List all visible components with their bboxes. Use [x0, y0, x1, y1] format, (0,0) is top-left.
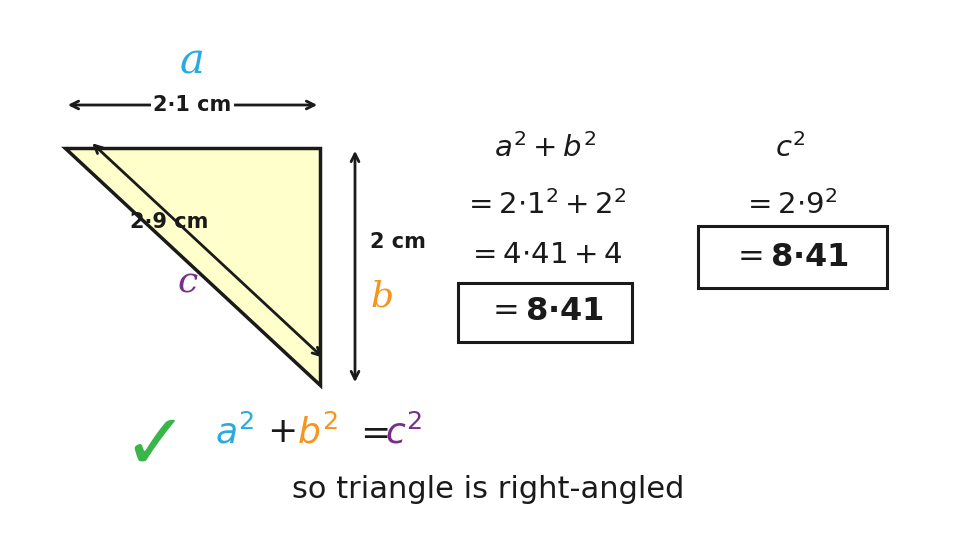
Text: 2 cm: 2 cm [370, 232, 426, 251]
Text: $c^2$: $c^2$ [385, 414, 423, 450]
Text: a: a [180, 41, 205, 83]
Text: $b^2$: $b^2$ [297, 414, 338, 450]
Text: $= \mathbf{8{\cdot}41}$: $= \mathbf{8{\cdot}41}$ [486, 296, 604, 328]
Text: $= 2{\cdot}1^2 + 2^2$: $= 2{\cdot}1^2 + 2^2$ [464, 190, 627, 220]
Text: ✓: ✓ [122, 409, 187, 485]
Text: $a^2 + b^2$: $a^2 + b^2$ [494, 133, 596, 163]
Polygon shape [65, 148, 320, 385]
FancyBboxPatch shape [458, 283, 632, 342]
Text: c: c [178, 265, 197, 299]
Text: $= \mathbf{8{\cdot}41}$: $= \mathbf{8{\cdot}41}$ [731, 242, 849, 272]
Text: $= 2{\cdot}9^2$: $= 2{\cdot}9^2$ [743, 190, 837, 220]
Text: $=$: $=$ [353, 415, 388, 449]
Text: b: b [370, 279, 393, 313]
Text: $= 4{\cdot}41 + 4$: $= 4{\cdot}41 + 4$ [468, 241, 623, 269]
Text: $+$: $+$ [267, 415, 296, 449]
FancyBboxPatch shape [698, 226, 887, 288]
Text: $c^2$: $c^2$ [775, 133, 805, 163]
Text: $a^2$: $a^2$ [215, 414, 255, 450]
Text: 2·1 cm: 2·1 cm [153, 95, 231, 115]
Text: 2·9 cm: 2·9 cm [130, 212, 209, 232]
Text: so triangle is right-angled: so triangle is right-angled [292, 475, 684, 505]
